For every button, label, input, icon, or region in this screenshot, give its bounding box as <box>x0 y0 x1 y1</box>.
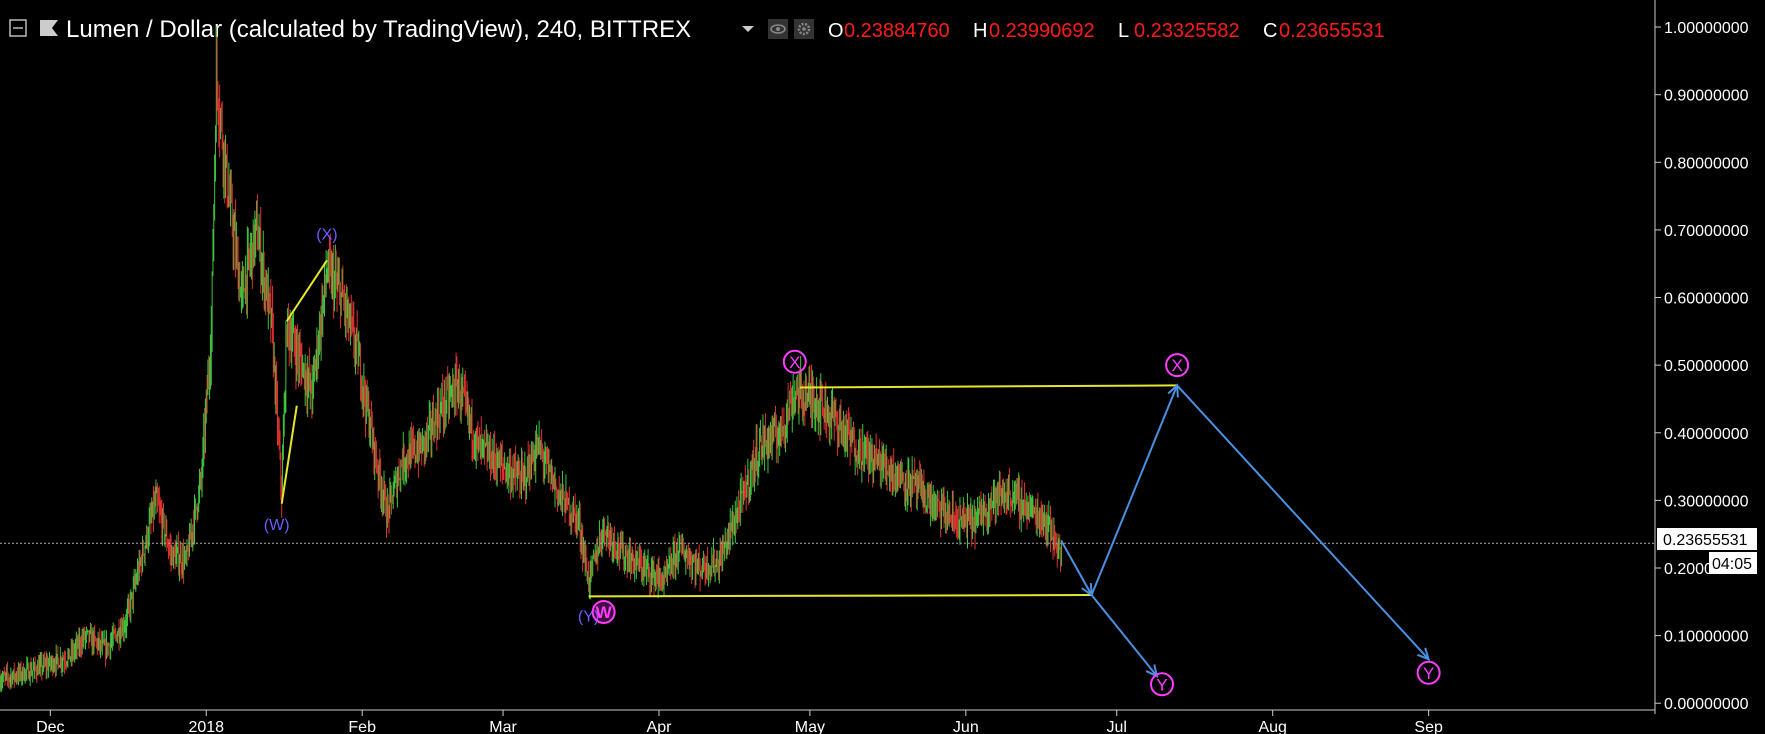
y-tick-label: 0.80000000 <box>1664 155 1749 172</box>
x-tick-label: Jun <box>953 719 979 734</box>
ohlc-value-l: 0.23325582 <box>1134 20 1240 42</box>
x-tick-label: Feb <box>348 719 376 734</box>
ohlc-key-h: H <box>973 20 987 42</box>
dropdown-caret-icon[interactable] <box>742 26 754 32</box>
wave-label-circle <box>782 349 807 374</box>
y-tick-label: 1.00000000 <box>1664 20 1749 37</box>
wave-label-circle <box>1416 660 1441 685</box>
ohlc-value-o: 0.23884760 <box>844 20 950 42</box>
chart-title[interactable]: Lumen / Dollar (calculated by TradingVie… <box>66 16 691 43</box>
y-tick-label: 0.00000000 <box>1664 696 1749 713</box>
y-tick-label: 0.40000000 <box>1664 426 1749 443</box>
x-tick-label: Mar <box>489 719 517 734</box>
projection-arrow <box>1060 540 1093 596</box>
projection-arrow <box>1090 385 1179 596</box>
ohlc-value-c: 0.23655531 <box>1279 20 1385 42</box>
x-tick-label: Sep <box>1414 719 1443 734</box>
ohlc-key-o: O <box>828 20 844 42</box>
y-tick-label: 0.60000000 <box>1664 291 1749 308</box>
wave-label: W <box>596 603 613 622</box>
x-tick-label: May <box>795 719 825 734</box>
projection-arrows <box>1060 383 1431 678</box>
wave-label: (W) <box>264 517 290 534</box>
wave-label: X <box>1171 356 1182 375</box>
last-price-tag: 0.23655531 04:05 <box>1657 528 1757 574</box>
wave-label-circle <box>591 599 616 624</box>
trendline <box>280 405 298 504</box>
wave-labels: (W) (X) (Y)W X X Y Y <box>264 226 1441 697</box>
trendline <box>588 594 1092 598</box>
ohlc-readout: O 0.23884760 H 0.23990692 L 0.23325582 C 0.2365… <box>828 20 1385 42</box>
y-tick-label: 0.10000000 <box>1664 629 1749 646</box>
projection-arrow <box>1176 384 1430 660</box>
y-tick-label: 0.70000000 <box>1664 223 1749 240</box>
wave-label-circle <box>1150 672 1175 697</box>
trendline <box>799 384 1178 389</box>
wave-label: Y <box>1156 675 1167 694</box>
x-tick-label: Dec <box>36 719 64 734</box>
chart-header: Lumen / Dollar (calculated by TradingVie… <box>9 16 1385 43</box>
arrow-head <box>1417 647 1431 661</box>
x-tick-label: Aug <box>1258 719 1286 734</box>
wave-label-circle <box>1165 353 1190 378</box>
candles <box>0 26 1062 693</box>
arrow-head <box>1145 664 1159 678</box>
bar-countdown: 04:05 <box>1712 556 1752 573</box>
wave-label: Y <box>1423 664 1434 683</box>
eye-icon[interactable] <box>768 19 788 39</box>
projection-arrow <box>1090 594 1158 677</box>
flag-icon <box>40 20 58 36</box>
last-price-value: 0.23655531 <box>1663 532 1748 549</box>
x-tick-label: Apr <box>647 719 673 734</box>
ohlc-value-h: 0.23990692 <box>989 20 1095 42</box>
wave-label: (X) <box>316 226 337 243</box>
y-axis[interactable]: 1.00000000 0.90000000 0.80000000 0.70000000… <box>1655 20 1749 713</box>
x-tick-label: Jul <box>1107 719 1127 734</box>
trendline <box>285 259 328 322</box>
y-tick-label: 0.50000000 <box>1664 358 1749 375</box>
y-tick-label: 0.90000000 <box>1664 88 1749 105</box>
y-tick-label: 0.30000000 <box>1664 493 1749 510</box>
ohlc-key-l: L <box>1118 20 1129 42</box>
x-tick-label: 2018 <box>188 719 224 734</box>
x-axis[interactable]: Dec 2018 Feb Mar Apr May Jun Jul Aug Sep <box>36 710 1443 734</box>
wave-label: X <box>789 353 800 372</box>
ohlc-key-c: C <box>1263 20 1277 42</box>
trendlines <box>280 259 1178 598</box>
collapse-icon[interactable] <box>9 19 27 37</box>
wave-label: (Y) <box>578 608 599 625</box>
gear-icon[interactable] <box>794 19 814 39</box>
